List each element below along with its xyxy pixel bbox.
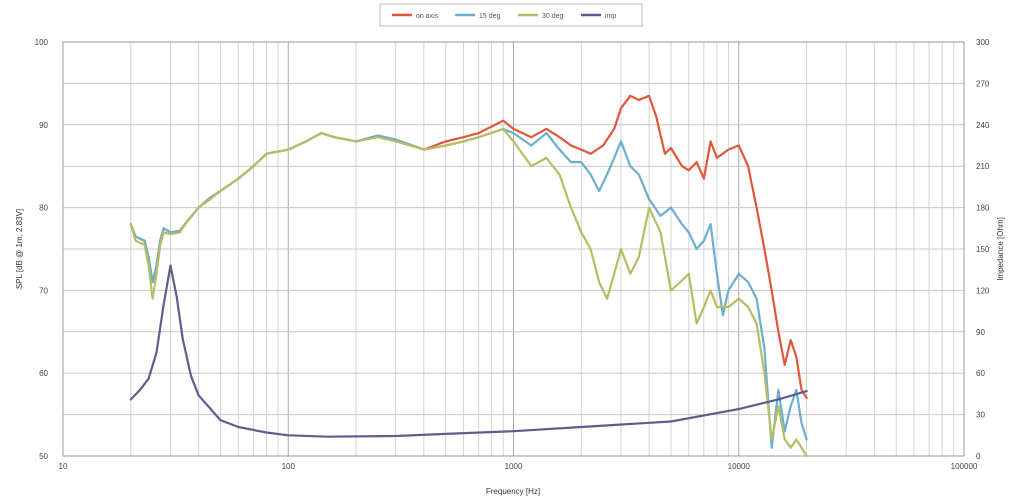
y-tick-label-right: 210 bbox=[976, 162, 990, 171]
x-tick-label: 10 bbox=[59, 462, 68, 471]
y-tick-label-right: 90 bbox=[976, 328, 985, 337]
y-tick-label-right: 30 bbox=[976, 411, 985, 420]
plot-frame bbox=[62, 41, 965, 457]
tick-labels: 10 100 1000 10000 10000050607080901000306090… bbox=[35, 38, 990, 471]
legend-entry-label: imp bbox=[605, 13, 616, 20]
x-tick-label: 1000 bbox=[505, 462, 523, 471]
x-tick-label: 10000 bbox=[728, 462, 751, 471]
y-tick-label-left: 100 bbox=[35, 38, 49, 47]
y-tick-label-left: 60 bbox=[39, 369, 48, 378]
y-tick-label-right: 300 bbox=[976, 38, 990, 47]
series-line-3 bbox=[129, 264, 808, 438]
y-tick-label-right: 120 bbox=[976, 286, 990, 295]
y-tick-label-left: 50 bbox=[39, 452, 48, 461]
y-axis-label-right: Impedance [Ohm] bbox=[996, 217, 1005, 281]
y-tick-label-right: 150 bbox=[976, 245, 990, 254]
y-tick-label-left: 90 bbox=[39, 121, 48, 130]
legend-box bbox=[379, 3, 643, 27]
y-axis-label-left: SPL [dB @ 1m, 2.83V] bbox=[15, 209, 24, 289]
legend-entry-label: 15 deg bbox=[479, 13, 501, 20]
y-tick-label-left: 80 bbox=[39, 204, 48, 213]
x-tick-label: 100 bbox=[282, 462, 296, 471]
series-lines bbox=[129, 94, 808, 458]
x-axis-label: Frequency [Hz] bbox=[486, 487, 540, 496]
legend-entry-label: on axis bbox=[416, 13, 439, 20]
legend: on axis 15 deg 30 deg imp bbox=[392, 13, 616, 20]
y-tick-label-left: 70 bbox=[39, 286, 48, 295]
series-line-2 bbox=[129, 127, 808, 458]
y-tick-label-right: 0 bbox=[976, 452, 981, 461]
y-tick-label-right: 180 bbox=[976, 204, 990, 213]
legend-entry-label: 30 deg bbox=[542, 13, 564, 20]
y-tick-label-right: 270 bbox=[976, 79, 990, 88]
grid bbox=[62, 42, 964, 456]
y-tick-label-right: 60 bbox=[976, 369, 985, 378]
y-tick-label-right: 240 bbox=[976, 121, 990, 130]
x-tick-label: 100000 bbox=[951, 462, 978, 471]
